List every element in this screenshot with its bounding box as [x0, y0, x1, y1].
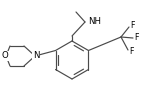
Text: N: N — [33, 51, 39, 60]
Text: O: O — [2, 51, 8, 60]
Text: NH: NH — [88, 17, 101, 26]
Text: F: F — [129, 46, 134, 55]
Text: F: F — [130, 22, 135, 31]
Text: F: F — [134, 34, 139, 43]
